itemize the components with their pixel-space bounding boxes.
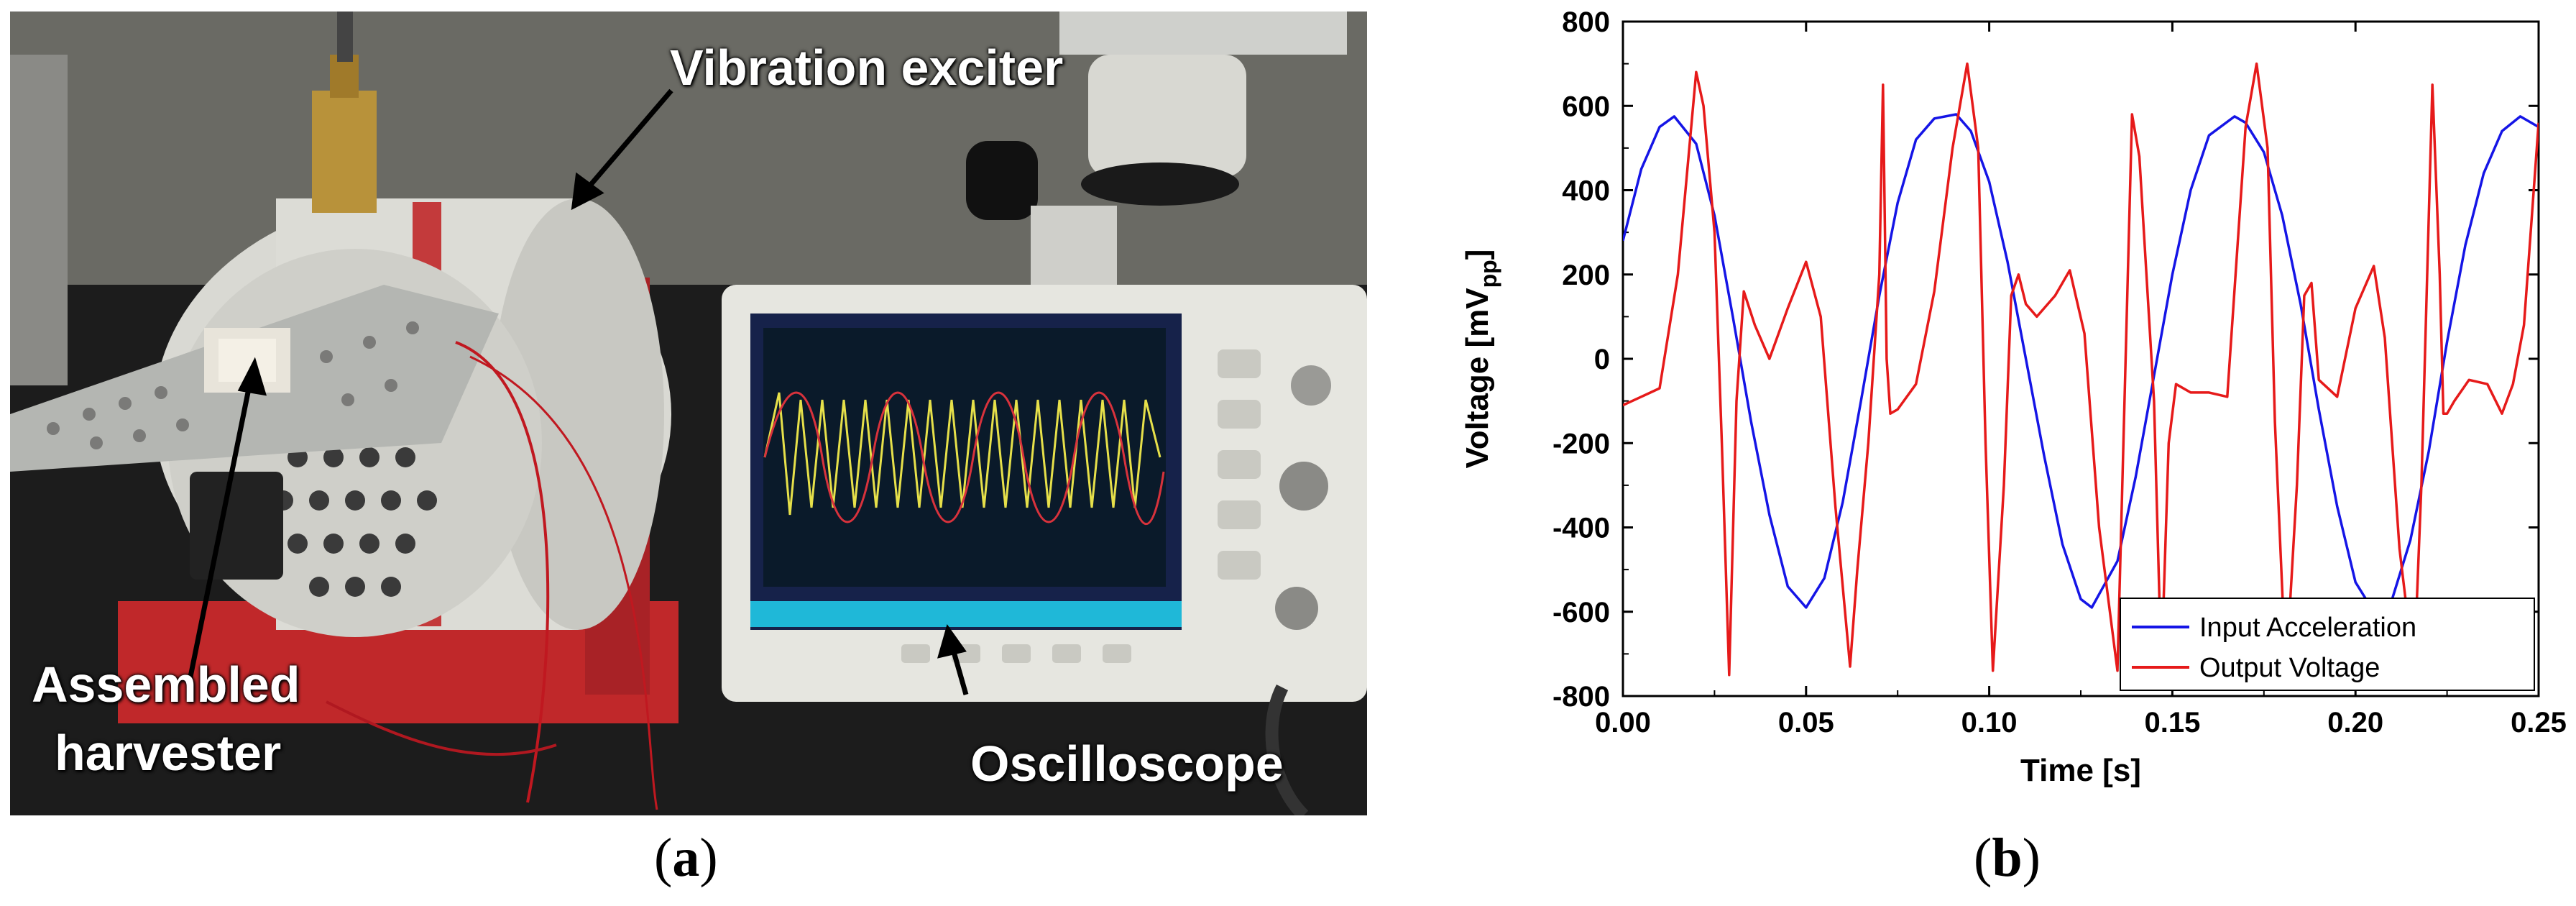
panel-a-caption-letter: a (672, 828, 700, 888)
x-tick-label: 0.15 (2144, 707, 2200, 738)
label-assembled-harvester-line2: harvester (55, 725, 282, 781)
setup-photo-illustration (10, 12, 1367, 815)
y-tick-label: 400 (1562, 175, 1610, 207)
chart-series (1623, 62, 2539, 677)
y-axis-title-end: ] (1460, 250, 1495, 260)
y-axis-title-sub: pp (1476, 260, 1501, 288)
legend-label: Input Acceleration (2199, 613, 2416, 643)
series-line-1 (1623, 62, 2539, 677)
y-tick-label: 200 (1562, 260, 1610, 291)
y-tick-label: -600 (1552, 597, 1610, 628)
chart-legend: Input Acceleration Output Voltage (2120, 598, 2535, 691)
y-tick-label: 600 (1562, 91, 1610, 122)
label-vibration-exciter: Vibration exciter (670, 40, 1064, 96)
panel-b-caption: (b) (1974, 828, 2041, 888)
plot-frame (1622, 20, 2540, 697)
voltage-time-chart: 0.00 0.05 0.10 0.15 0.20 0.25 -800 -600 -400 -200… (1460, 6, 2567, 788)
y-tick-label: 0 (1594, 344, 1610, 375)
label-assembled-harvester-line1: Assembled (32, 656, 300, 713)
x-tick-label: 0.00 (1595, 707, 1651, 738)
x-tick-label: 0.25 (2511, 707, 2567, 738)
label-oscilloscope: Oscilloscope (970, 736, 1284, 792)
y-axis-title-main: Voltage [mV (1460, 288, 1495, 469)
legend-box (2120, 598, 2535, 691)
y-tick-label: -400 (1552, 513, 1610, 544)
y-tick-label: -800 (1552, 681, 1610, 713)
legend-label: Output Voltage (2199, 653, 2380, 683)
y-tick-label: 800 (1562, 6, 1610, 38)
annotation-arrows (187, 88, 969, 695)
setup-photo: Vibration exciter Assembled harvester Os… (10, 12, 1367, 815)
panel-b-caption-letter: b (1992, 828, 2023, 888)
x-tick-label: 0.05 (1778, 707, 1834, 738)
series-line-0 (1623, 113, 2539, 613)
oscilloscope (722, 285, 1367, 815)
x-axis-title: Time [s] (2020, 753, 2141, 788)
microscope (966, 12, 1347, 328)
y-tick-label: -200 (1552, 428, 1610, 459)
x-tick-label: 0.20 (2327, 707, 2383, 738)
y-axis-title: Voltage [mVpp] (1460, 250, 1501, 469)
x-tick-label: 0.10 (1961, 707, 2018, 738)
panel-a-caption: (a) (654, 828, 718, 888)
